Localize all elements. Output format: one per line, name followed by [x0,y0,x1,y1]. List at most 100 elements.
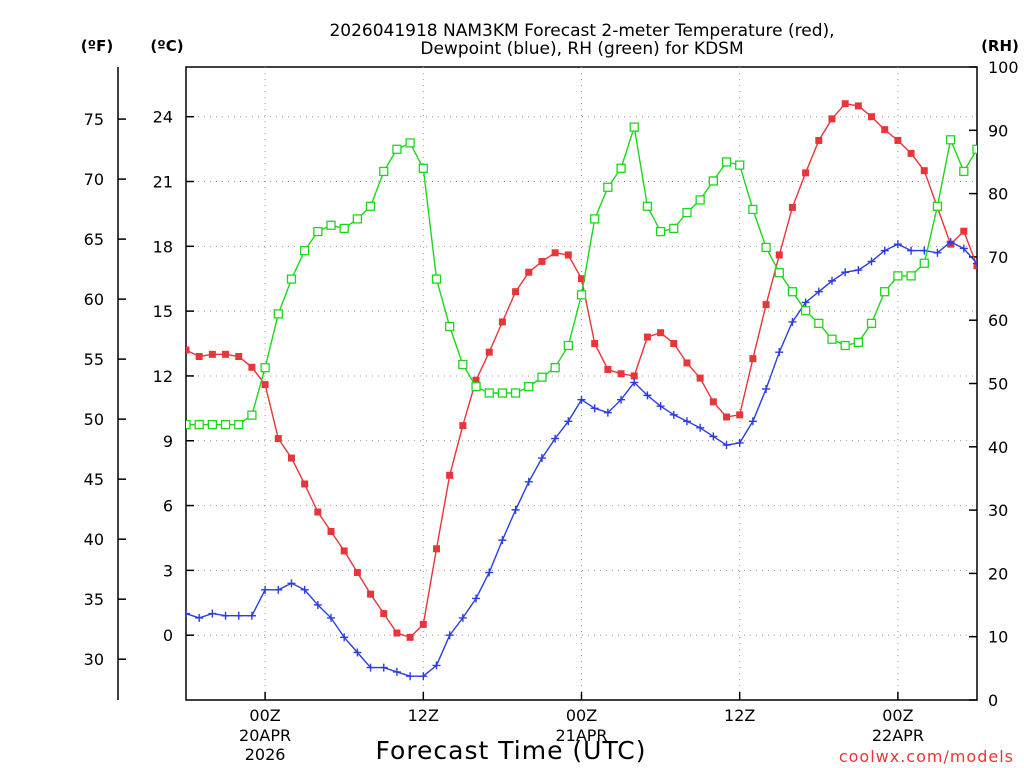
temperature-point [327,527,335,535]
rh-point [471,382,481,392]
temperature-point [960,227,968,235]
temperature-point [551,249,559,257]
rh-point [497,388,508,398]
series-layer [186,100,977,681]
rh-point [695,195,705,205]
temperature-point [340,547,348,555]
celsius-tick-label: 12 [153,367,173,386]
dewpoint-point [748,417,757,426]
rh-tick-label: 80 [988,185,1008,204]
rh-tick-label: 60 [988,311,1008,330]
rh-tick-label: 90 [988,121,1008,140]
rh-point [537,372,547,382]
x-axis-title: Forecast Time (UTC) [376,736,647,765]
rh-point [326,220,336,230]
temperature-point [775,251,783,259]
fahrenheit-unit-label: (ºF) [81,37,113,55]
rh-point [814,318,824,329]
celsius-tick-label: 0 [163,626,173,645]
dewpoint-point [327,613,336,622]
rh-point [906,271,916,281]
temperature-point [828,115,836,123]
dewpoint-point [208,609,217,618]
x-tick-label-date: 20APR [239,726,291,745]
temperature-point [406,633,414,641]
fahrenheit-tick-label: 70 [84,170,104,189]
temperature-point [736,411,744,419]
dewpoint-point [946,237,955,246]
dewpoint-point [353,648,362,657]
temperature-point [854,102,862,110]
plot-frame [185,66,978,701]
celsius-tick-label: 18 [153,237,173,256]
rh-point [827,334,837,344]
temperature-point [367,590,375,598]
temperature-point [788,203,796,211]
dewpoint-point [788,317,797,326]
rh-point [761,242,771,253]
rh-point [313,226,323,237]
rh-point [299,245,310,256]
chart-title-line1: 2026041918 NAM3KM Forecast 2-meter Tempe… [329,21,834,41]
rh-point [524,382,534,392]
x-tick-label-date: 21APR [555,726,607,745]
rh-point [590,214,600,224]
dewpoint-point [221,611,230,620]
rh-tick-label: 30 [988,501,1008,520]
rh-point [682,207,692,218]
temperature-point [432,545,440,553]
rh-point [286,274,297,284]
temperature-point [485,348,493,356]
temperature-point [920,167,928,175]
temperature-point [802,169,810,177]
dewpoint-point [617,395,626,404]
rh-point [655,226,666,237]
celsius-tick-label: 9 [163,432,173,451]
rh-point [352,214,363,224]
x-tick-label-time: 12Z [408,706,439,725]
rh-point [445,321,455,332]
rh-point [866,318,877,329]
rh-point [207,419,218,430]
temperature-point [393,629,401,637]
fahrenheit-tick-label: 35 [84,590,104,609]
rh-point [392,144,402,154]
temperature-point [274,435,282,443]
rh-point [972,144,977,154]
temperature-point [868,113,876,121]
temperature-point [538,257,546,265]
temperature-point [512,288,520,296]
rh-point [418,163,428,173]
rh-point [629,122,639,132]
rh-point [431,274,442,284]
fahrenheit-tick-label: 45 [84,470,104,489]
temperature-point [261,381,269,389]
rh-point [642,201,653,211]
fahrenheit-tick-label: 30 [84,650,104,669]
rh-tick-label: 40 [988,438,1008,457]
dewpoint-point [867,257,876,266]
temperature-point [709,398,717,406]
dewpoint-point [959,244,968,253]
dewpoint-point [973,259,977,268]
dewpoint-point [603,408,612,417]
dewpoint-point [854,266,863,275]
temperature-point [314,508,322,516]
temperature-point [195,352,203,360]
dewpoint-point [775,348,784,357]
dewpoint-point [379,663,388,672]
rh-point [853,337,863,348]
temperature-point [498,318,506,326]
rh-point [919,258,929,268]
dewpoint-point [472,594,481,603]
dewpoint-point [577,395,586,404]
rh-point [247,410,257,420]
chart-title-line2: Dewpoint (blue), RH (green) for KDSM [420,39,743,59]
dewpoint-point [907,246,916,255]
dewpoint-point [485,568,494,577]
temperature-point [643,333,651,341]
dewpoint-point [709,432,718,441]
rh-point [576,290,587,300]
rh-point [840,340,850,351]
